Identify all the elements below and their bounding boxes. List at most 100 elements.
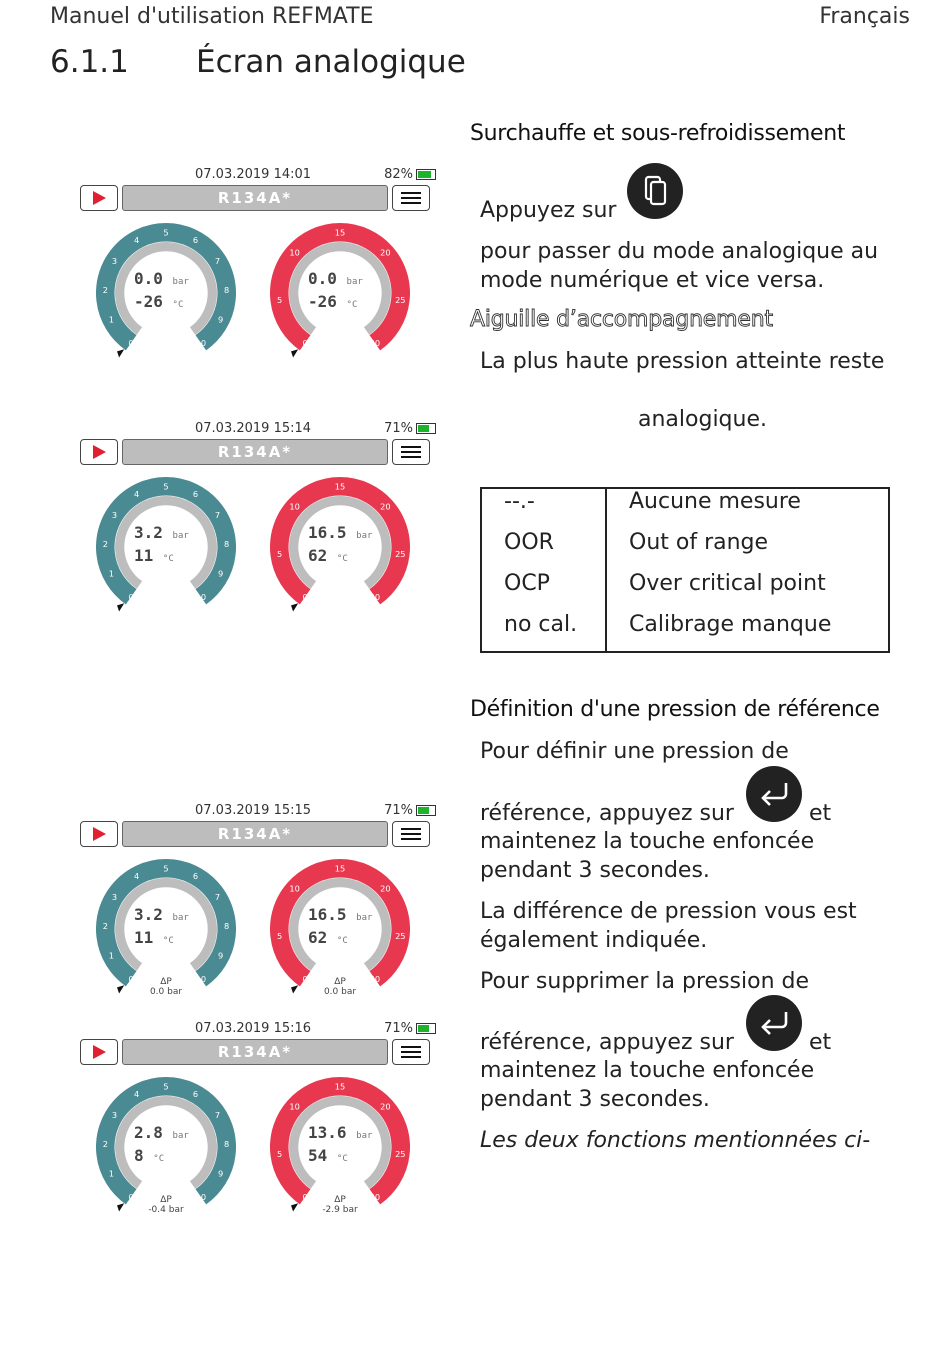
needle-marker-icon	[117, 985, 125, 994]
table-row: OCP Over critical point	[481, 563, 889, 604]
gauge-tick-label: 10	[289, 1102, 299, 1112]
gauge-tick-label: 25	[395, 1149, 405, 1159]
gauge-tick-label: 7	[215, 510, 220, 520]
gauge-tick-label: 10	[196, 338, 206, 348]
delta-label: ΔP	[334, 977, 346, 987]
pressure-value: 0.0	[134, 269, 163, 288]
battery-percent: 71%	[384, 1021, 413, 1036]
heading-needle: Aiguille d’accompagnement	[470, 307, 774, 333]
gauge-tick-label: 4	[134, 1089, 139, 1099]
gauge-tick-label: 4	[134, 489, 139, 499]
gauge-tick-label: 9	[218, 951, 223, 961]
table-row: no cal. Calibrage manque	[481, 604, 889, 652]
gauge-tick-label: 0	[129, 974, 134, 984]
gauge-tick-label: 20	[380, 248, 390, 258]
gauge-tick-label: 2	[103, 1139, 108, 1149]
battery-icon	[416, 169, 436, 180]
gauge-tick-label: 0	[129, 1192, 134, 1202]
gauge-tick-label: 30	[370, 338, 380, 348]
pressure-unit: bar	[356, 531, 373, 541]
pressure-unit: bar	[346, 277, 363, 287]
gauge-tick-label: 2	[103, 285, 108, 295]
gauge-tick-label: 30	[370, 974, 380, 984]
code-cell: no cal.	[481, 604, 607, 652]
delta-value: -0.4 bar	[148, 1205, 184, 1215]
ref-et-2: et	[809, 1030, 832, 1055]
battery-icon	[416, 1023, 436, 1034]
menu-icon	[392, 821, 430, 847]
copy-icon	[644, 175, 667, 206]
pressure-unit: bar	[356, 913, 373, 923]
switch-text-1: pour passer du mode analogique au	[480, 239, 879, 264]
battery-percent: 82%	[384, 167, 413, 182]
enter-button	[746, 766, 802, 822]
italic-note: Les deux fonctions mentionnées ci-	[480, 1128, 871, 1153]
temperature-unit: °C	[336, 936, 348, 946]
refrigerant-bar: R134A*	[122, 1039, 388, 1065]
gauge-tick-label: 25	[395, 295, 405, 305]
temperature-value: 62	[308, 546, 328, 565]
temperature-unit: °C	[172, 300, 184, 310]
delta-value: -2.9 bar	[322, 1205, 358, 1215]
gauge-tick-label: 30	[370, 592, 380, 602]
status-bar: 07.03.2019 15:15 71%	[80, 803, 436, 821]
needle-text-2: analogique.	[638, 407, 767, 432]
ref-set-text-2: référence, appuyez sur	[480, 801, 734, 826]
diff-text-1: La différence de pression vous est	[480, 899, 857, 924]
pressure-unit: bar	[172, 1131, 189, 1141]
section-number: 6.1.1	[50, 44, 129, 80]
gauge-tick-label: 7	[215, 892, 220, 902]
battery-icon	[416, 423, 436, 434]
play-button	[80, 439, 118, 465]
gauge-tick-label: 3	[112, 1110, 117, 1120]
high-pressure-gauge: 0 5 10 15 20 25 30 16.5 bar 62 °C	[270, 477, 410, 627]
diff-text-2: également indiquée.	[480, 928, 708, 953]
low-pressure-gauge: 0 1 2 3 4 5 6 7 8 9 10 3.2 bar 11 °C	[96, 477, 236, 627]
battery-status: 71%	[384, 1021, 436, 1036]
gauge-tick-label: 5	[163, 1081, 168, 1091]
gauge-tick-label: 30	[370, 1192, 380, 1202]
needle-marker-icon	[291, 603, 299, 612]
datetime: 07.03.2019 15:15	[195, 803, 312, 818]
gauge-tick-label: 15	[335, 481, 345, 491]
gauge-tick-label: 3	[112, 510, 117, 520]
pressure-value: 16.5	[308, 905, 347, 924]
battery-icon	[416, 805, 436, 816]
temperature-value: 11	[134, 928, 154, 947]
gauge-tick-label: 5	[277, 931, 282, 941]
gauge-tick-label: 15	[335, 1081, 345, 1091]
gauge-tick-label: 10	[289, 502, 299, 512]
gauge-tick-label: 9	[218, 569, 223, 579]
codes-table: --.- Aucune mesure OOR Out of range OCP …	[480, 487, 890, 653]
gauge-tick-label: 1	[109, 951, 114, 961]
gauge-tick-label: 5	[163, 863, 168, 873]
high-pressure-gauge: 0 5 10 15 20 25 30 16.5 bar 62 °C ΔP 0.0 bar	[270, 859, 410, 1009]
device-screen: 07.03.2019 14:01 82% R134A* 0 1 2 3 4 5 6 7 8 9 10…	[80, 167, 436, 377]
gauge-tick-label: 20	[380, 502, 390, 512]
temperature-unit: °C	[162, 554, 174, 564]
temperature-value: 11	[134, 546, 154, 565]
enter-icon	[761, 783, 788, 806]
datetime: 07.03.2019 15:16	[195, 1021, 312, 1036]
gauge-tick-label: 20	[380, 1102, 390, 1112]
language-label: Français	[819, 4, 910, 29]
low-pressure-gauge: 0 1 2 3 4 5 6 7 8 9 10 2.8 bar 8 °C ΔP -0.4 bar	[96, 1077, 236, 1227]
high-pressure-gauge: 0 5 10 15 20 25 30 13.6 bar 54 °C ΔP -2.9 bar	[270, 1077, 410, 1227]
needle-marker-icon	[117, 603, 125, 612]
pressure-unit: bar	[356, 1131, 373, 1141]
refrigerant-bar: R134A*	[122, 821, 388, 847]
gauge-tick-label: 0	[129, 338, 134, 348]
enter-icon	[761, 1012, 788, 1035]
low-pressure-gauge: 0 1 2 3 4 5 6 7 8 9 10 3.2 bar 11 °C ΔP 0.0 bar	[96, 859, 236, 1009]
ref-del-text-3: maintenez la touche enfoncée	[480, 1058, 815, 1083]
meaning-cell: Calibrage manque	[629, 612, 832, 637]
needle-marker-icon	[291, 985, 299, 994]
play-button	[80, 821, 118, 847]
gauge-tick-label: 25	[395, 549, 405, 559]
needle-marker-icon	[291, 1203, 299, 1212]
ref-set-text-4: pendant 3 secondes.	[480, 858, 710, 883]
menu-icon	[392, 439, 430, 465]
gauge-tick-label: 0	[303, 974, 308, 984]
pressure-unit: bar	[172, 531, 189, 541]
meaning-cell: Over critical point	[629, 571, 826, 596]
